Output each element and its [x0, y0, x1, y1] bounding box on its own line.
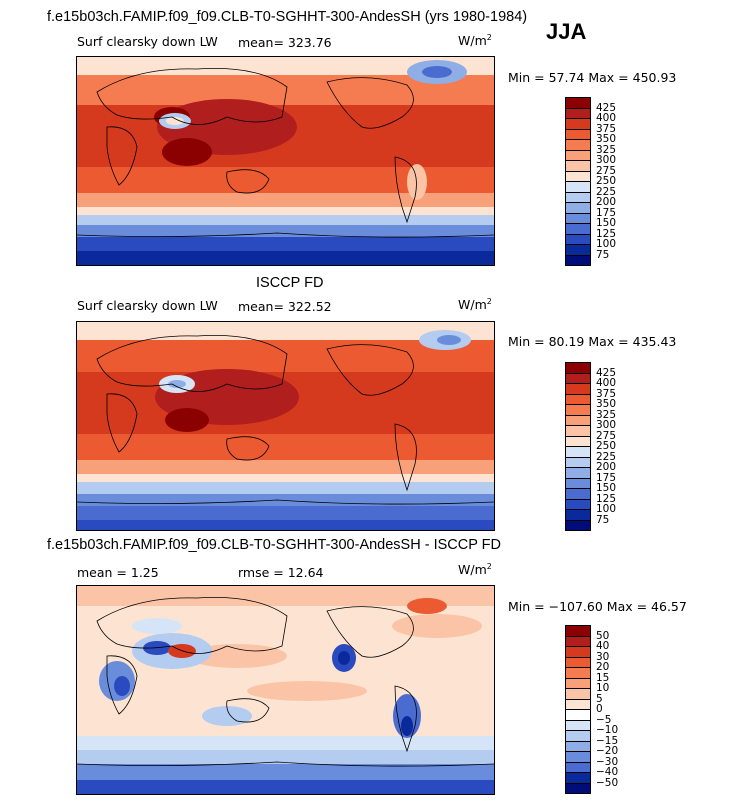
- panel2-mean: mean= 322.52: [238, 299, 332, 314]
- panel2-map-svg: [77, 322, 494, 530]
- panel1-map: [76, 56, 495, 266]
- colorbar-tick-label: 300: [596, 154, 617, 166]
- panel2-subtitle: ISCCP FD: [256, 275, 324, 291]
- colorbar-tick-label: 225: [596, 185, 617, 198]
- panel1-mean: mean= 323.76: [238, 35, 332, 50]
- panel3-map: [76, 585, 495, 795]
- colorbar-tick-label: 175: [596, 206, 617, 219]
- colorbar-tick-label: 5: [596, 692, 603, 705]
- colorbar-tick-label: −20: [596, 745, 619, 757]
- page-title: f.e15b03ch.FAMIP.f09_f09.CLB-T0-SGHHT-30…: [47, 9, 528, 25]
- colorbar-tick-label: 100: [596, 503, 617, 515]
- colorbar-tick-label: 150: [596, 217, 617, 229]
- colorbar-swatch: [565, 254, 591, 266]
- colorbar-tick-label: 225: [596, 450, 617, 463]
- panel2-field-label: Surf clearsky down LW: [77, 298, 218, 313]
- colorbar-tick-label: 30: [596, 650, 610, 663]
- colorbar-tick-label: −5: [596, 713, 612, 726]
- colorbar-tick-label: −40: [596, 766, 619, 778]
- season-label: JJA: [546, 19, 587, 44]
- colorbar-tick-label: 250: [596, 440, 617, 452]
- panel1-field-label: Surf clearsky down LW: [77, 34, 218, 49]
- panel3-units: W/m2: [458, 562, 492, 578]
- colorbar-tick-label: 100: [596, 238, 617, 250]
- panel2-map: [76, 321, 495, 531]
- colorbar-tick-label: 125: [596, 492, 617, 505]
- colorbar-tick-label: 75: [596, 248, 610, 261]
- colorbar-tick-label: 425: [596, 366, 617, 379]
- colorbar-tick-label: 0: [596, 703, 603, 715]
- colorbar-tick-label: 375: [596, 387, 617, 400]
- colorbar-tick-label: −30: [596, 755, 619, 768]
- colorbar-tick-label: 15: [596, 671, 610, 684]
- colorbar-tick-label: 200: [596, 461, 617, 473]
- panel3-minmax: Min = −107.60 Max = 46.57: [508, 599, 687, 614]
- panel1-units: W/m2: [458, 33, 492, 49]
- panel3-map-svg: [77, 586, 494, 794]
- colorbar-tick-label: 175: [596, 471, 617, 484]
- panel3-subtitle: f.e15b03ch.FAMIP.f09_f09.CLB-T0-SGHHT-30…: [47, 537, 501, 553]
- colorbar-tick-label: 75: [596, 513, 610, 526]
- colorbar-tick-label: 400: [596, 377, 617, 389]
- colorbar-tick-label: 275: [596, 429, 617, 442]
- colorbar-tick-label: 300: [596, 419, 617, 431]
- colorbar-tick-label: 20: [596, 661, 610, 673]
- colorbar-tick-label: 325: [596, 408, 617, 421]
- colorbar-tick-label: −50: [596, 776, 619, 789]
- colorbar-tick-label: 10: [596, 682, 610, 694]
- colorbar-tick-label: 400: [596, 112, 617, 124]
- colorbar-tick-label: 125: [596, 227, 617, 240]
- panel1-minmax: Min = 57.74 Max = 450.93: [508, 70, 677, 85]
- colorbar-swatch: [565, 782, 591, 794]
- colorbar-tick-label: 150: [596, 482, 617, 494]
- colorbar-swatch: [565, 519, 591, 531]
- colorbar-tick-label: 50: [596, 629, 610, 642]
- colorbar-tick-label: 200: [596, 196, 617, 208]
- colorbar-tick-label: 425: [596, 101, 617, 114]
- panel1-map-svg: [77, 57, 494, 265]
- colorbar-tick-label: 40: [596, 640, 610, 652]
- colorbar-tick-label: 350: [596, 398, 617, 410]
- colorbar-tick-label: −10: [596, 724, 619, 736]
- panel3-mean: mean = 1.25: [77, 565, 159, 580]
- colorbar-tick-label: 350: [596, 133, 617, 145]
- colorbar-tick-label: 375: [596, 122, 617, 135]
- panel3-rmse: rmse = 12.64: [238, 565, 324, 580]
- colorbar-tick-label: −15: [596, 734, 619, 747]
- panel2-units: W/m2: [458, 297, 492, 313]
- panel2-minmax: Min = 80.19 Max = 435.43: [508, 334, 677, 349]
- colorbar-tick-label: 275: [596, 164, 617, 177]
- colorbar-tick-label: 325: [596, 143, 617, 156]
- colorbar-tick-label: 250: [596, 175, 617, 187]
